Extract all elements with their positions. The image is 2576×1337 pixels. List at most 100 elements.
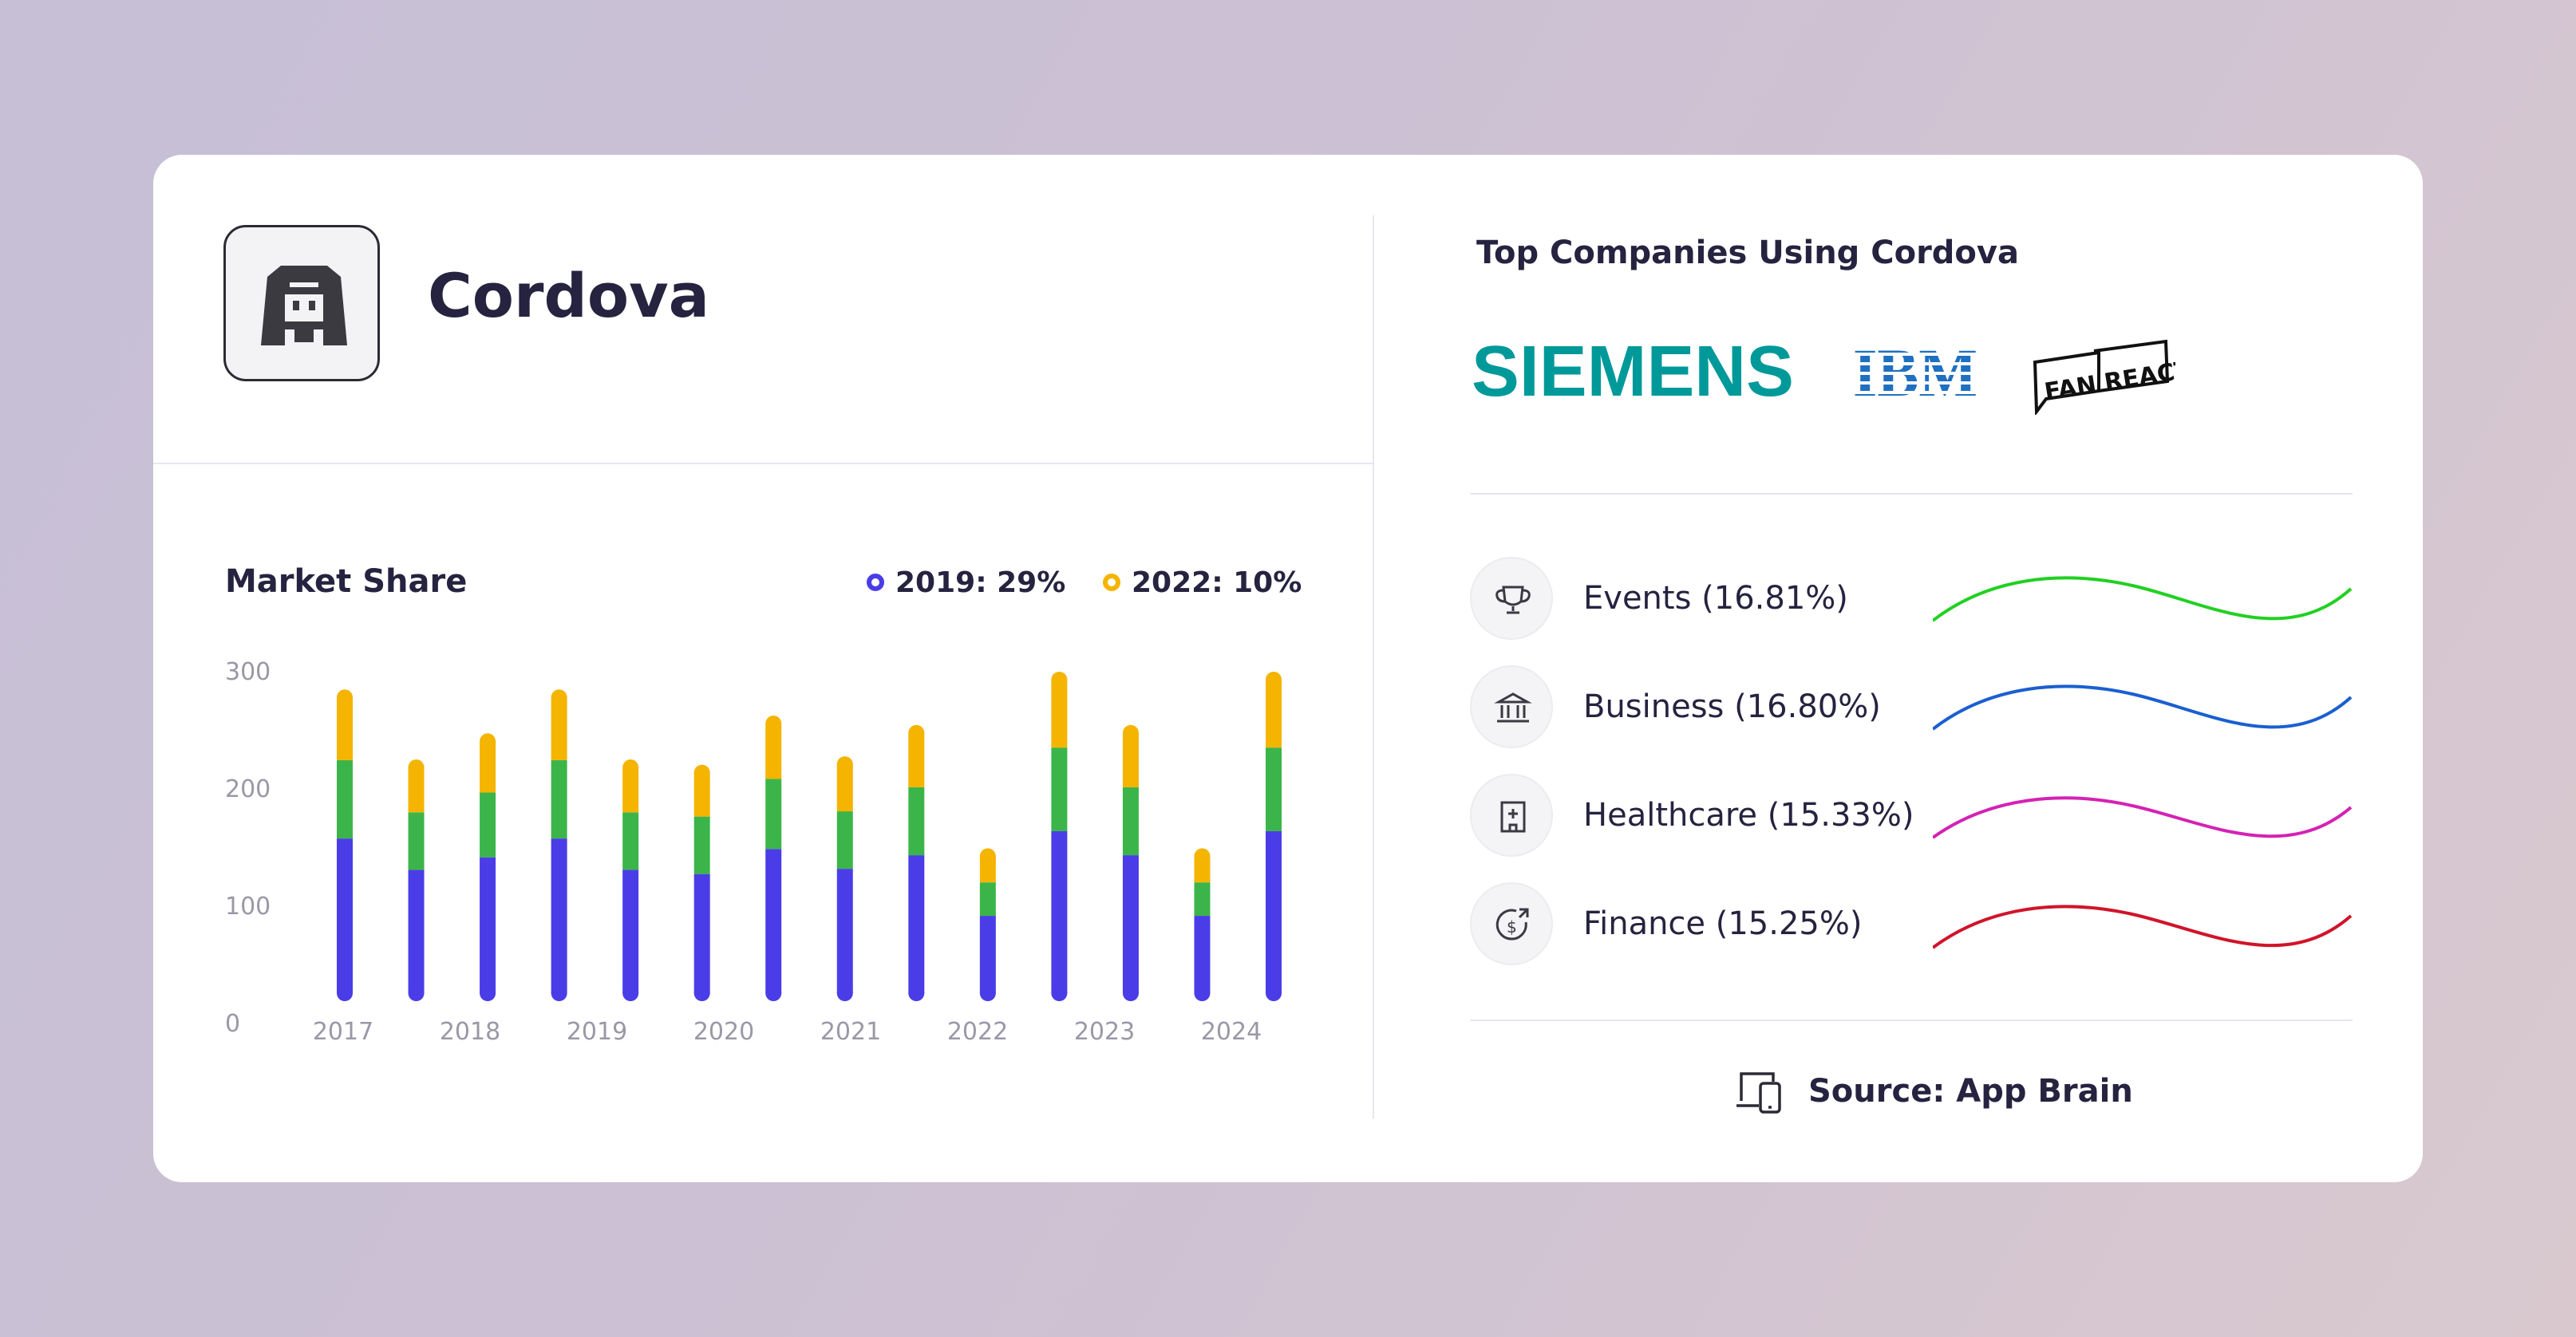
bar-stack [1266,672,1282,1001]
bar-cap-top [1051,672,1068,688]
bar-segment [693,874,710,993]
fanreact-logo-text: FAN REACT [2043,356,2175,407]
industry-label-events: Events (16.81%) [1583,580,1848,617]
bar-cap-top [836,756,853,773]
x-tick-label: 2022 [947,1018,1008,1046]
bar-cap-bottom [408,985,425,1001]
market-share-chart: 300 200 100 0 2017 2018 2019 2020 2021 2022 2023 20… [225,658,1282,1046]
siemens-logo: SIEMENS [1472,340,1794,400]
industry-label-healthcare: Healthcare (15.33%) [1583,797,1914,834]
y-tick-label: 100 [225,893,271,921]
ibm-logo: IBM [1853,345,1981,397]
bar-segment [1266,680,1282,748]
bank-icon [1494,692,1532,723]
top-companies-title: Top Companies Using Cordova [1476,235,2019,271]
bar-segment [1266,747,1282,831]
y-tick-label: 0 [225,1010,240,1038]
bar-stack [1122,724,1139,1001]
legend-item-2022: 2022: 10% [1103,563,1302,601]
bar-segment [1194,916,1211,993]
bar-segment [836,811,853,870]
bar-stack [408,759,425,1001]
finance-icon: $ [1495,908,1529,941]
bar-segment [693,816,710,874]
bar-cap-bottom [836,985,853,1001]
bar-stack [480,733,496,1001]
bar-cap-bottom [1266,985,1282,1001]
bar-cap-bottom [979,985,996,1001]
industry-icon-healthcare [1470,774,1553,857]
bar-stack [908,724,925,1001]
bar-stack [765,716,782,1001]
bar-segment [551,759,567,839]
bar-cap-top [693,764,710,781]
bar-cap-top [408,759,425,776]
bar-segment [1122,855,1139,993]
x-tick-label: 2019 [567,1018,627,1046]
bar-segment [979,882,996,917]
bar-segment [480,857,496,993]
bar-cap-top [1122,724,1139,741]
bar-segment [408,812,425,870]
bar-segment [337,697,353,760]
bar-cap-bottom [765,985,782,1001]
bar-cap-bottom [1194,985,1211,1001]
bar-cap-top [622,759,639,776]
source-label: Source: App Brain [1808,1073,2133,1110]
bar-cap-top [1266,672,1282,688]
market-share-title: Market Share [225,563,468,600]
legend-item-2019: 2019: 29% [867,563,1065,601]
bar-segment [551,697,567,760]
source-divider [1470,1020,2353,1021]
bar-cap-bottom [693,985,710,1001]
bar-segment [337,759,353,839]
bar-segment [1194,882,1211,917]
bar-cap-top [765,716,782,732]
bar-segment [622,812,639,870]
industry-icon-business [1470,665,1553,748]
bar-cap-top [979,848,996,865]
bar-cap-bottom [1051,985,1068,1001]
cordova-logo-icon [261,266,347,345]
x-tick-label: 2020 [693,1018,754,1046]
bar-segment [622,767,639,813]
industry-icon-finance: $ [1470,882,1553,965]
bar-cap-bottom [1122,985,1139,1001]
source: Source: App Brain [1733,1066,2133,1117]
y-tick-label: 300 [225,658,271,686]
info-card: Cordova Market Share 2019: 29% 2022: 10%… [153,155,2423,1182]
bar-stack [979,848,996,1001]
bar-cap-top [480,733,496,750]
bar-stack [836,756,853,1001]
legend-ring-2019 [867,574,884,591]
legend-label-2022: 2022: 10% [1132,566,1302,599]
bar-segment [765,724,782,779]
sparkline-healthcare [1933,796,2353,839]
bar-cap-top [1194,848,1211,865]
industry-label-finance: Finance (15.25%) [1583,905,1863,942]
industry-icon-events [1470,557,1553,640]
bar-segment [1122,732,1139,787]
bar-cap-bottom [337,985,353,1001]
bar-segment [1051,680,1068,748]
bar-segment [1051,830,1068,993]
bar-stack [337,689,353,1001]
bar-stack [622,759,639,1001]
bar-segment [1266,830,1282,993]
bar-segment [836,869,853,993]
vertical-divider [1373,215,1374,1118]
sparkline-events [1933,576,2353,622]
x-tick-label: 2017 [313,1018,373,1046]
bar-cap-top [908,724,925,741]
bar-cap-bottom [551,985,567,1001]
fanreact-logo: FAN REACT [2033,339,2175,415]
ibm-logo-text: IBM [1853,345,1977,397]
bar-segment [480,792,496,858]
industry-label-business: Business (16.80%) [1583,688,1881,725]
companies-divider [1470,493,2353,495]
bar-segment [908,787,925,856]
app-name: Cordova [428,260,709,331]
legend-ring-2022 [1103,574,1120,591]
bar-segment [908,855,925,993]
bar-segment [622,870,639,993]
